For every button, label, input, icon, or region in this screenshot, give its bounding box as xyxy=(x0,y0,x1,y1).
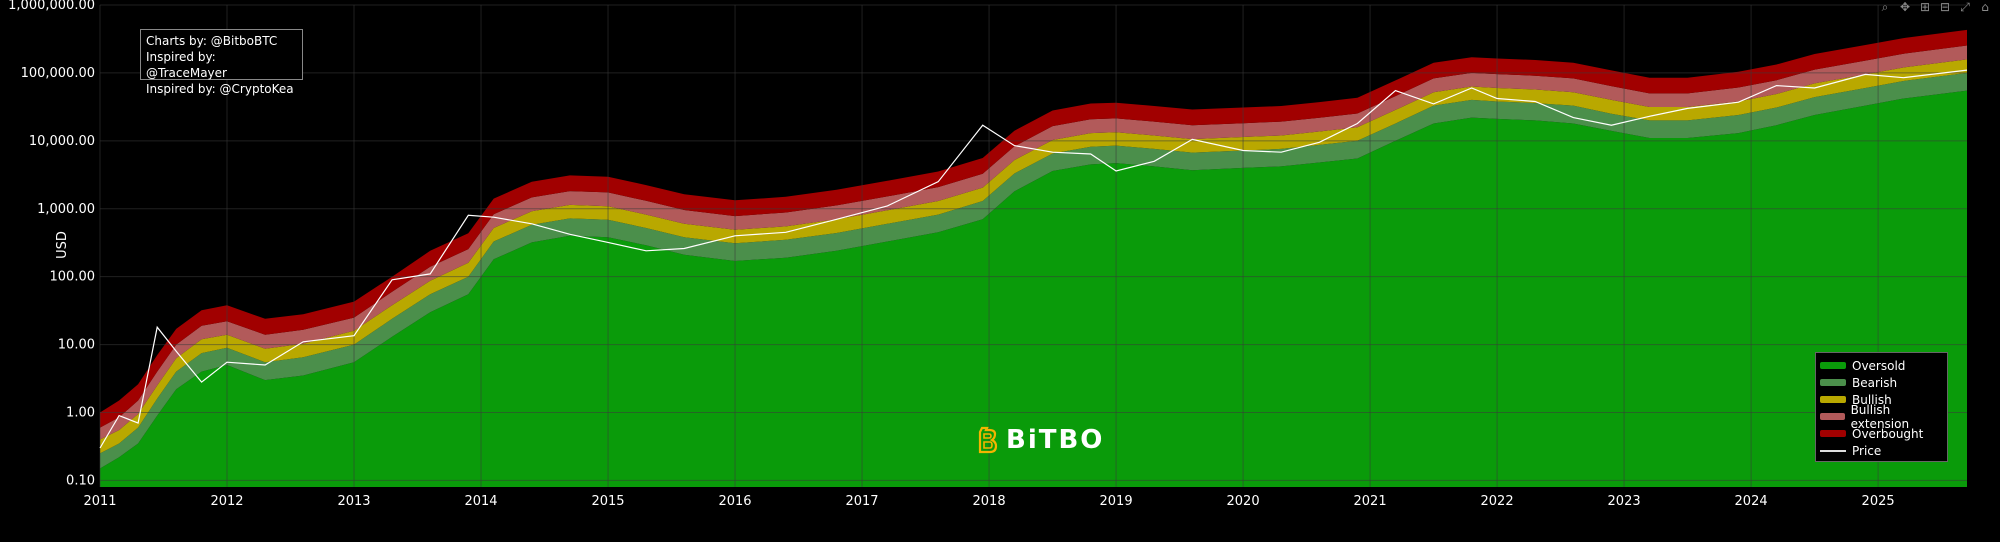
band-oversold xyxy=(100,90,1967,487)
x-tick-label: 2024 xyxy=(1735,494,1768,509)
legend-item-bullish[interactable]: Bullish xyxy=(1820,391,1947,408)
legend-swatch xyxy=(1820,379,1846,386)
grid-layer xyxy=(99,4,1967,487)
x-tick-label: 2022 xyxy=(1481,494,1514,509)
x-tick-label: 2021 xyxy=(1354,494,1387,509)
legend-label: Bullish extension xyxy=(1850,402,1910,431)
zoom-in-icon[interactable]: ⊞ xyxy=(1919,0,1931,14)
zoom-icon[interactable]: ⌕ xyxy=(1881,0,1889,14)
legend-item-price[interactable]: Price xyxy=(1820,442,1947,459)
home-icon[interactable]: ⌂ xyxy=(1981,0,1989,14)
x-tick-layer: 2011 2012 2013 2014 2015 2016 2017 2018 2019 2020… xyxy=(83,494,1894,509)
price-layer xyxy=(99,69,1968,449)
credit-line: Inspired by: @CryptoKea xyxy=(146,82,294,96)
x-tick-label: 2019 xyxy=(1100,494,1133,509)
y-axis-label: USD xyxy=(55,231,70,259)
y-tick-layer: 0.10 1.00 10.00 100.00 1,000.00 10,000.00 100,… xyxy=(8,0,95,488)
band-bullish xyxy=(100,59,1967,454)
legend-label: Overbought xyxy=(1852,426,1924,441)
x-tick-label: 2025 xyxy=(1862,494,1895,509)
legend-label: Price xyxy=(1852,443,1882,458)
x-tick-label: 2014 xyxy=(464,494,497,509)
zoom-out-icon[interactable]: ⊟ xyxy=(1939,0,1951,14)
bitbo-logo-icon xyxy=(978,426,998,454)
band-bullish-extension xyxy=(100,45,1967,440)
pan-icon[interactable]: ✥ xyxy=(1899,0,1911,14)
credits-annotation: Charts by: @BitboBTC Inspired by: @Trace… xyxy=(140,29,303,96)
legend-item-bearish[interactable]: Bearish xyxy=(1820,374,1947,391)
y-tick-label: 100.00 xyxy=(50,270,96,285)
y-tick-label: 10,000.00 xyxy=(29,134,95,149)
logo-text: BiTBO xyxy=(1006,425,1105,455)
price-line xyxy=(99,69,1968,449)
legend-swatch xyxy=(1820,449,1846,452)
legend-swatch xyxy=(1820,430,1846,437)
y-tick-label: 100,000.00 xyxy=(21,66,95,81)
legend-swatch xyxy=(1820,413,1845,420)
legend-item-oversold[interactable]: Oversold xyxy=(1820,357,1947,374)
y-tick-label: 1,000,000.00 xyxy=(8,0,95,13)
x-tick-label: 2011 xyxy=(83,494,116,509)
legend-label: Bearish xyxy=(1852,375,1898,390)
x-tick-label: 2017 xyxy=(845,494,878,509)
legend-item-overbought[interactable]: Overbought xyxy=(1820,425,1947,442)
legend-label: Bullish xyxy=(1852,392,1892,407)
autoscale-icon[interactable]: ⤢ xyxy=(1960,0,1970,14)
chart-legend: Oversold Bearish Bullish Bullish extensi… xyxy=(1815,352,1948,462)
band-overbought xyxy=(100,29,1967,428)
band-layer xyxy=(100,29,1967,487)
x-tick-label: 2018 xyxy=(973,494,1006,509)
x-tick-label: 2016 xyxy=(718,494,751,509)
x-tick-label: 2023 xyxy=(1608,494,1641,509)
x-tick-label: 2013 xyxy=(337,494,370,509)
legend-swatch xyxy=(1820,396,1846,403)
y-tick-label: 0.10 xyxy=(66,473,95,488)
y-tick-label: 1.00 xyxy=(66,406,95,421)
legend-item-bullish-extension[interactable]: Bullish extension xyxy=(1820,403,1947,431)
x-tick-label: 2012 xyxy=(210,494,243,509)
legend-label: Oversold xyxy=(1852,358,1906,373)
x-tick-label: 2015 xyxy=(591,494,624,509)
band-bearish xyxy=(100,72,1967,469)
x-tick-label: 2020 xyxy=(1227,494,1260,509)
legend-swatch xyxy=(1820,362,1846,369)
bitbo-logo: BiTBO xyxy=(976,425,1104,455)
y-tick-label: 1,000.00 xyxy=(37,202,95,217)
chart-toolbar: ⌕ ✥ ⊞ ⊟ ⤢ ⌂ xyxy=(1878,0,1992,14)
y-tick-label: 10.00 xyxy=(58,338,95,353)
credit-line: Charts by: @BitboBTC xyxy=(146,34,278,48)
credit-line: Inspired by: @TraceMayer xyxy=(146,50,227,80)
